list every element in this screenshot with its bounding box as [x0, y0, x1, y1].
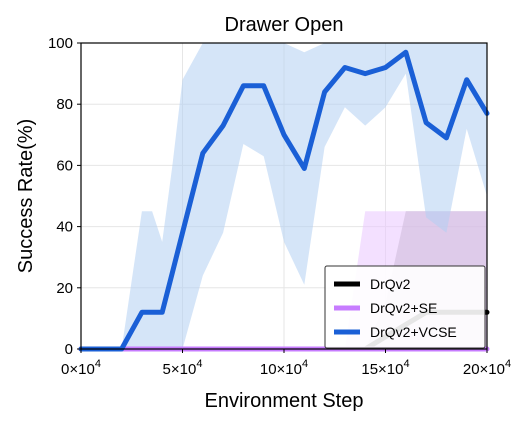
y-axis-label: Success Rate(%) — [15, 119, 37, 274]
legend-label: DrQv2+VCSE — [370, 324, 457, 340]
y-tick-label: 0 — [65, 341, 73, 358]
series-line — [78, 49, 490, 352]
x-axis-label: Environment Step — [205, 390, 364, 412]
y-tick-label: 80 — [56, 96, 73, 113]
legend-label: DrQv2 — [370, 276, 411, 292]
y-axis-ticks: 0 20 40 60 80 100 — [48, 35, 81, 358]
legend-box — [324, 265, 486, 349]
y-tick-label: 100 — [48, 35, 73, 52]
x-tick-label: 20×104 — [463, 358, 511, 378]
x-axis-ticks: 0×104 5×104 10×104 15×104 20×104 — [61, 349, 511, 378]
legend-label: DrQv2+SE — [370, 300, 437, 316]
y-tick-label: 60 — [56, 157, 73, 174]
x-tick-label: 0×104 — [61, 358, 101, 378]
chart-title: Drawer Open — [225, 14, 344, 36]
x-tick-label: 15×104 — [361, 358, 409, 378]
y-tick-label: 40 — [56, 219, 73, 236]
confidence-band — [81, 43, 487, 349]
y-tick-label: 20 — [56, 280, 73, 297]
x-tick-label: 5×104 — [163, 358, 203, 378]
legend: DrQv2 DrQv2+SE DrQv2+VCSE — [324, 265, 486, 349]
x-tick-label: 10×104 — [260, 358, 308, 378]
